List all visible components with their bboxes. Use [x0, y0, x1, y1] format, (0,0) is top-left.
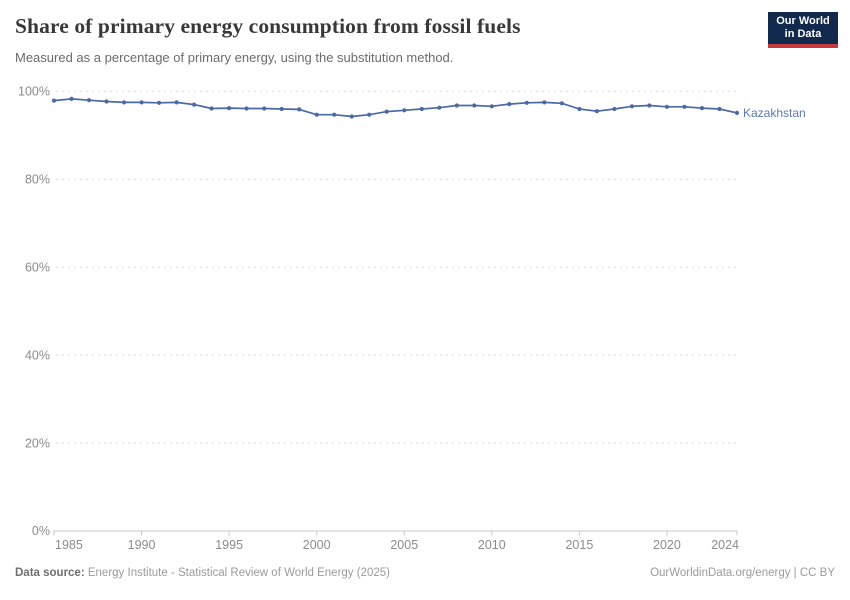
chart-subtitle: Measured as a percentage of primary ener…: [15, 50, 454, 65]
data-point-1995[interactable]: [227, 106, 232, 111]
x-axis-tick-label-1995: 1995: [215, 538, 243, 552]
data-point-2017[interactable]: [612, 106, 617, 112]
data-point-2016[interactable]: [594, 109, 600, 114]
data-source-note: Data source: Energy Institute - Statisti…: [15, 567, 390, 579]
y-axis-tick-label-0: 0%: [32, 524, 50, 538]
x-axis-tick-label-2000: 2000: [303, 538, 331, 552]
data-point-2008[interactable]: [454, 103, 459, 108]
data-point-2023[interactable]: [717, 106, 722, 112]
chart-footer: Data source: Energy Institute - Statisti…: [15, 567, 835, 579]
x-axis-tick-label-1985: 1985: [55, 538, 83, 552]
data-point-1994[interactable]: [209, 106, 214, 111]
data-point-2015[interactable]: [577, 106, 582, 112]
data-point-2024[interactable]: [734, 110, 740, 115]
x-axis-tick-label-2010: 2010: [478, 538, 506, 552]
y-axis-tick-label-100: 100%: [18, 85, 50, 99]
data-point-2001[interactable]: [332, 112, 337, 117]
data-point-2020[interactable]: [664, 104, 670, 109]
x-axis-tick-label-2005: 2005: [390, 538, 418, 552]
data-point-2018[interactable]: [629, 104, 635, 109]
x-axis-tick-label-1990: 1990: [128, 538, 156, 552]
data-point-2000[interactable]: [314, 112, 319, 117]
data-point-1988[interactable]: [104, 99, 109, 104]
data-point-2003[interactable]: [367, 112, 372, 117]
data-point-2006[interactable]: [419, 106, 424, 112]
data-point-1986[interactable]: [69, 96, 74, 101]
data-point-1985[interactable]: [51, 98, 57, 103]
data-point-2014[interactable]: [559, 101, 565, 106]
series-label-kazakhstan[interactable]: Kazakhstan: [743, 106, 806, 120]
data-point-1997[interactable]: [262, 106, 267, 111]
data-point-2004[interactable]: [384, 109, 389, 114]
data-point-2002[interactable]: [349, 114, 354, 119]
y-axis-tick-label-20: 20%: [25, 436, 50, 450]
y-axis-tick-label-40: 40%: [25, 348, 50, 362]
x-axis-tick-label-2015: 2015: [565, 538, 593, 552]
data-point-2013[interactable]: [542, 100, 547, 105]
data-point-1996[interactable]: [244, 106, 249, 111]
data-point-2019[interactable]: [647, 103, 652, 108]
x-axis-tick-label-2024: 2024: [711, 538, 739, 552]
data-point-1987[interactable]: [86, 98, 92, 103]
owid-logo-line1: Our World: [776, 15, 830, 27]
owid-logo-line2: in Data: [784, 28, 822, 40]
owid-logo[interactable]: Our World in Data: [768, 12, 838, 48]
series-line-kazakhstan[interactable]: [53, 98, 738, 118]
data-point-2011[interactable]: [507, 102, 512, 107]
data-source-label: Data source:: [15, 567, 85, 579]
x-axis-tick-label-2020: 2020: [653, 538, 681, 552]
data-point-2005[interactable]: [402, 108, 407, 113]
page-title: Share of primary energy consumption from…: [15, 14, 521, 38]
data-point-2022[interactable]: [699, 106, 705, 111]
data-point-2021[interactable]: [682, 104, 687, 109]
data-point-1999[interactable]: [297, 107, 302, 112]
y-axis-tick-label-80: 80%: [25, 173, 50, 187]
data-point-2009[interactable]: [472, 103, 477, 108]
owid-credit-link[interactable]: OurWorldinData.org/energy | CC BY: [650, 567, 835, 579]
data-point-2010[interactable]: [489, 104, 494, 109]
data-point-1998[interactable]: [279, 106, 284, 112]
data-point-1990[interactable]: [139, 100, 144, 105]
data-point-2012[interactable]: [524, 100, 529, 105]
data-point-1989[interactable]: [122, 100, 127, 105]
data-point-2007[interactable]: [437, 105, 442, 110]
data-point-1991[interactable]: [157, 100, 162, 105]
data-source-text: Energy Institute - Statistical Review of…: [84, 567, 390, 579]
data-point-1993[interactable]: [192, 102, 197, 107]
data-point-1992[interactable]: [174, 100, 179, 105]
y-axis-tick-label-60: 60%: [25, 260, 50, 274]
